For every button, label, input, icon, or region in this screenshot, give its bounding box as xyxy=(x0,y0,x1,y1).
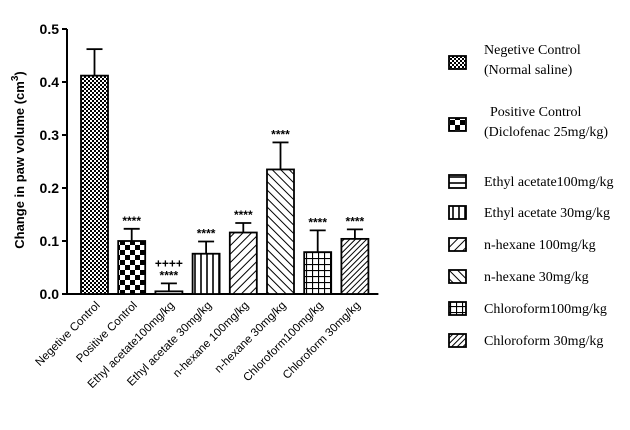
legend-label: Ethyl acetate100mg/kg xyxy=(484,175,613,190)
legend-label: n-hexane 100mg/kg xyxy=(484,238,596,253)
significance-label: **** xyxy=(122,214,141,228)
y-tick-label: 0.0 xyxy=(40,286,60,302)
significance-label: **** xyxy=(271,127,290,141)
legend-label: (Diclofenac 25mg/kg) xyxy=(484,125,608,140)
bar xyxy=(191,252,221,295)
legend-label: Positive Control xyxy=(490,105,582,120)
x-tick-label: Negetive Control xyxy=(34,300,103,369)
significance-label: **** xyxy=(346,214,365,228)
legend-swatch xyxy=(448,269,467,284)
y-tick-label: 0.1 xyxy=(40,233,60,249)
y-tick-label: 0.3 xyxy=(40,127,60,143)
legend-swatch xyxy=(448,301,467,316)
legend-label: Ethyl acetate 30mg/kg xyxy=(484,206,610,221)
legend-swatch xyxy=(448,55,467,70)
legend-swatch xyxy=(448,333,467,348)
significance-label: **** xyxy=(160,268,179,282)
y-tick-label: 0.5 xyxy=(40,21,60,37)
bar xyxy=(154,290,184,295)
legend-swatch xyxy=(448,205,467,220)
bar xyxy=(80,74,109,295)
y-tick-label: 0.2 xyxy=(40,180,60,196)
legend: Negetive Control (Normal saline) Positive … xyxy=(448,43,613,349)
bar xyxy=(117,240,147,295)
legend-label: Negetive Control xyxy=(484,43,581,58)
legend-label: Chloroform 30mg/kg xyxy=(484,334,603,349)
legend-label: (Normal saline) xyxy=(484,63,573,78)
bar xyxy=(303,251,333,295)
significance-label: **** xyxy=(234,208,253,222)
legend-label: Chloroform100mg/kg xyxy=(484,302,607,317)
bar xyxy=(266,168,295,295)
legend-swatch xyxy=(448,237,467,252)
bar xyxy=(340,237,370,295)
y-axis-title: Change in paw volume (cm3) xyxy=(10,71,27,249)
y-tick-label: 0.4 xyxy=(40,74,60,90)
bar xyxy=(228,231,258,295)
significance-label: **** xyxy=(308,215,327,229)
significance-label: ++++ xyxy=(155,256,183,270)
legend-label: n-hexane 30mg/kg xyxy=(484,270,589,285)
bars: Negetive Control****Positive Control++++… xyxy=(34,48,370,391)
legend-swatch xyxy=(448,117,467,132)
significance-label: **** xyxy=(197,227,216,241)
x-tick-label: n-hexane 30mg/kg xyxy=(213,300,289,376)
legend-swatch xyxy=(448,174,467,189)
